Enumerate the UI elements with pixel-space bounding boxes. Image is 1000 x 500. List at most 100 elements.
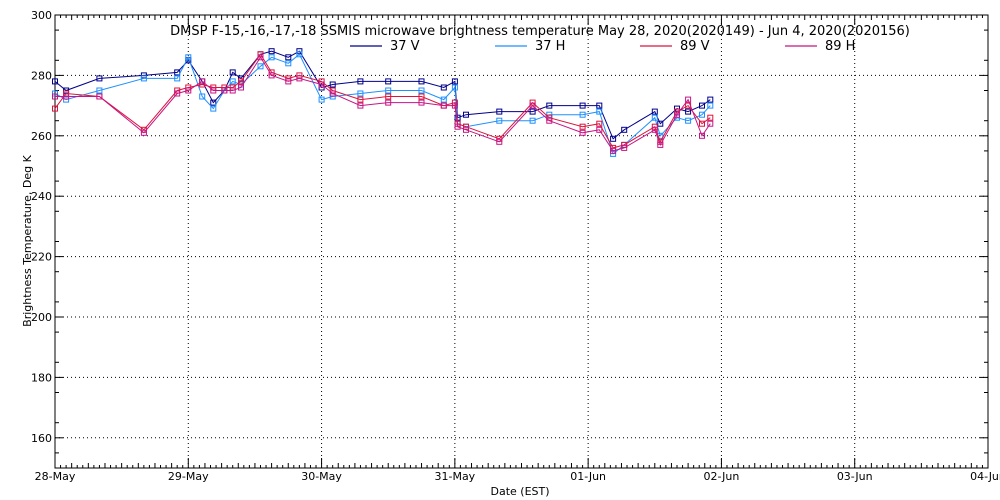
data-point — [707, 96, 714, 103]
data-point — [285, 78, 292, 85]
data-point — [685, 96, 692, 103]
y-tick-label: 200 — [31, 311, 52, 324]
legend-label: 89 V — [680, 39, 710, 54]
data-point — [285, 54, 292, 61]
data-point — [318, 81, 325, 88]
data-point — [268, 54, 275, 61]
y-axis-label: Brightness Temperature, Deg K — [21, 154, 34, 326]
data-point — [621, 144, 628, 151]
data-point — [385, 87, 392, 94]
data-point — [451, 78, 458, 85]
data-point — [185, 87, 192, 94]
data-point — [529, 102, 536, 109]
data-point — [318, 96, 325, 103]
data-point — [285, 60, 292, 67]
data-point — [596, 108, 603, 115]
data-point — [357, 90, 364, 97]
data-point — [610, 135, 617, 142]
data-point — [707, 120, 714, 127]
data-point — [140, 129, 147, 136]
data-point — [451, 84, 458, 91]
x-axis: 28-May 29-May 30-May 31-May 01-Jun 02-Jun 03-J… — [35, 15, 1000, 483]
y-tick-label: 300 — [31, 9, 52, 22]
data-point — [685, 108, 692, 115]
legend: 37 V 37 H 89 V 89 H — [350, 39, 855, 54]
data-point — [699, 132, 705, 139]
data-point — [440, 96, 447, 103]
data-point — [610, 147, 617, 154]
data-point — [52, 78, 58, 85]
data-point — [418, 93, 425, 100]
data-point — [579, 111, 586, 118]
y-tick-label: 220 — [31, 251, 52, 264]
data-point — [296, 75, 303, 82]
data-point — [357, 78, 364, 85]
data-point — [651, 123, 658, 130]
data-point — [546, 117, 553, 124]
data-point — [63, 93, 70, 100]
x-tick-label: 01-Jun — [570, 470, 606, 483]
legend-label: 37 V — [390, 39, 420, 54]
data-point — [529, 117, 536, 124]
data-point — [685, 117, 692, 124]
legend-label: 37 H — [535, 39, 565, 54]
data-point — [357, 96, 364, 103]
data-point — [238, 84, 244, 91]
data-point — [229, 87, 236, 94]
data-point — [199, 93, 206, 100]
y-tick-label: 160 — [31, 432, 52, 445]
data-point — [63, 96, 70, 103]
data-point — [357, 102, 364, 109]
data-point — [596, 120, 603, 127]
data-point — [418, 99, 425, 106]
data-point — [674, 111, 680, 118]
data-point — [221, 87, 228, 94]
data-point — [96, 93, 103, 100]
data-point — [268, 48, 275, 55]
data-point — [329, 90, 336, 97]
data-point — [699, 120, 705, 127]
series-layer — [52, 48, 714, 157]
data-point — [529, 108, 536, 115]
x-tick-label: 04-Jun — [970, 470, 1000, 483]
data-point — [418, 87, 425, 94]
data-point — [210, 87, 217, 94]
data-point — [546, 102, 553, 109]
data-point — [463, 126, 469, 133]
data-point — [651, 108, 658, 115]
x-tick-label: 28-May — [35, 470, 76, 483]
data-point — [174, 75, 181, 82]
data-point — [579, 102, 586, 109]
data-point — [699, 102, 705, 109]
data-point — [463, 111, 469, 118]
data-point — [229, 69, 236, 76]
x-tick-label: 30-May — [301, 470, 342, 483]
data-point — [596, 126, 603, 133]
series-line — [55, 56, 711, 152]
data-point — [257, 54, 264, 61]
chart-title: DMSP F-15,-16,-17,-18 SSMIS microwave br… — [170, 24, 910, 39]
data-point — [451, 102, 458, 109]
data-point — [699, 111, 705, 118]
data-point — [707, 102, 714, 109]
data-point — [454, 123, 461, 130]
x-tick-label: 02-Jun — [704, 470, 740, 483]
data-point — [418, 78, 425, 85]
data-point — [621, 126, 628, 133]
data-point — [210, 105, 217, 112]
data-point — [596, 102, 603, 109]
y-axis: 160 180 200 220 240 260 280 300 — [31, 9, 988, 454]
legend-label: 89 H — [825, 39, 855, 54]
data-point — [496, 138, 503, 145]
data-point — [463, 123, 469, 130]
data-point — [440, 102, 447, 109]
data-point — [229, 78, 236, 85]
data-point — [440, 84, 447, 91]
data-point — [96, 75, 103, 82]
y-tick-label: 180 — [31, 371, 52, 384]
data-point — [651, 114, 658, 121]
data-point — [329, 81, 336, 88]
data-point — [140, 75, 147, 82]
